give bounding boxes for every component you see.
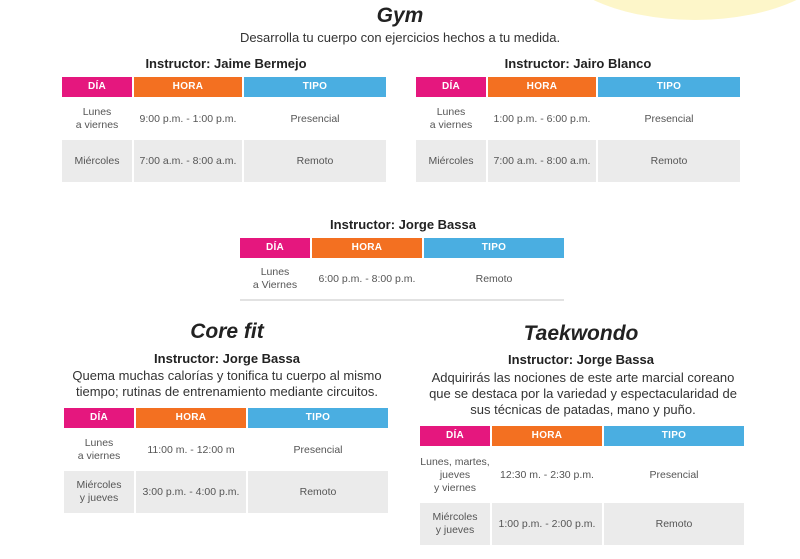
- table-row: Miércoles 7:00 a.m. - 8:00 a.m. Remoto: [416, 140, 740, 182]
- cell-hora: 7:00 a.m. - 8:00 a.m.: [139, 154, 237, 167]
- cell-tipo: Remoto: [296, 154, 334, 167]
- schedule-table-jaime-bermejo: DÍA HORA TIPO Lunes a viernes 9:00 p.m. …: [62, 77, 386, 182]
- header-tipo: TIPO: [244, 77, 386, 97]
- cell-hora: 12:30 m. - 2:30 p.m.: [500, 468, 594, 481]
- corefit-title: Core fit: [190, 320, 264, 343]
- cell-dia: Miércoles y jueves: [432, 511, 478, 536]
- cell-hora: 1:00 p.m. - 2:00 p.m.: [498, 517, 596, 530]
- cell-hora: 3:00 p.m. - 4:00 p.m.: [142, 485, 240, 498]
- cell-dia: Miércoles: [74, 154, 120, 167]
- header-tipo: TIPO: [248, 408, 388, 428]
- table-header: DÍA HORA TIPO: [62, 77, 386, 97]
- cell-tipo: Presencial: [293, 443, 343, 456]
- gym-subtitle: Desarrolla tu cuerpo con ejercicios hech…: [239, 30, 561, 45]
- table-row: Miércoles y jueves 3:00 p.m. - 4:00 p.m.…: [64, 471, 388, 513]
- header-dia: DÍA: [240, 238, 310, 258]
- header-hora: HORA: [136, 408, 246, 428]
- table-row: Lunes, martes, jueves y viernes 12:30 m.…: [420, 447, 744, 503]
- cell-dia: Lunes a viernes: [429, 106, 473, 131]
- header-tipo: TIPO: [604, 426, 744, 446]
- header-hora: HORA: [312, 238, 422, 258]
- cell-hora: 7:00 a.m. - 8:00 a.m.: [493, 154, 591, 167]
- instructor-label: Instructor: Jorge Bassa: [508, 352, 654, 367]
- schedule-table-corefit: DÍA HORA TIPO Lunes a viernes 11:00 m. -…: [64, 408, 388, 513]
- schedule-table-jairo-blanco: DÍA HORA TIPO Lunes a viernes 1:00 p.m. …: [416, 77, 740, 182]
- cell-dia: Lunes, martes, jueves y viernes: [420, 455, 490, 494]
- schedule-table-taekwondo: DÍA HORA TIPO Lunes, martes, jueves y vi…: [420, 426, 744, 545]
- cell-dia: Lunes a viernes: [77, 437, 121, 462]
- header-tipo: TIPO: [424, 238, 564, 258]
- cell-hora: 6:00 p.m. - 8:00 p.m.: [318, 272, 416, 285]
- taekwondo-description: Adquirirás las nociones de este arte mar…: [429, 370, 737, 417]
- header-hora: HORA: [488, 77, 596, 97]
- instructor-label: Instructor: Jairo Blanco: [504, 56, 652, 71]
- table-header: DÍA HORA TIPO: [240, 238, 564, 258]
- cell-hora: 11:00 m. - 12:00 m: [147, 443, 235, 456]
- table-header: DÍA HORA TIPO: [64, 408, 388, 428]
- schedule-table-jorge-bassa: DÍA HORA TIPO Lunes a Viernes 6:00 p.m. …: [240, 238, 564, 301]
- taekwondo-title: Taekwondo: [523, 322, 639, 345]
- corefit-description: Quema muchas calorías y tonifica tu cuer…: [72, 368, 382, 399]
- table-header: DÍA HORA TIPO: [420, 426, 744, 446]
- table-row: Lunes a viernes 9:00 p.m. - 1:00 p.m. Pr…: [62, 98, 386, 140]
- header-tipo: TIPO: [598, 77, 740, 97]
- table-row: Lunes a viernes 11:00 m. - 12:00 m Prese…: [64, 429, 388, 471]
- header-dia: DÍA: [64, 408, 134, 428]
- cell-tipo: Presencial: [644, 112, 694, 125]
- cell-dia: Miércoles y jueves: [76, 479, 122, 504]
- instructor-label: Instructor: Jorge Bassa: [154, 351, 300, 366]
- table-row: Lunes a Viernes 6:00 p.m. - 8:00 p.m. Re…: [240, 259, 564, 301]
- cell-tipo: Presencial: [649, 468, 699, 481]
- header-dia: DÍA: [416, 77, 486, 97]
- cell-tipo: Remoto: [475, 272, 513, 285]
- table-row: Miércoles 7:00 a.m. - 8:00 a.m. Remoto: [62, 140, 386, 182]
- cell-tipo: Remoto: [655, 517, 693, 530]
- cell-dia: Lunes a viernes: [75, 106, 119, 131]
- cell-hora: 9:00 p.m. - 1:00 p.m.: [139, 112, 237, 125]
- cell-tipo: Remoto: [299, 485, 337, 498]
- table-row: Miércoles y jueves 1:00 p.m. - 2:00 p.m.…: [420, 503, 744, 545]
- header-hora: HORA: [492, 426, 602, 446]
- cell-dia: Lunes a Viernes: [252, 266, 298, 291]
- header-dia: DÍA: [420, 426, 490, 446]
- instructor-label: Instructor: Jorge Bassa: [330, 217, 476, 232]
- instructor-label: Instructor: Jaime Bermejo: [145, 56, 307, 71]
- cell-dia: Miércoles: [428, 154, 474, 167]
- table-row: Lunes a viernes 1:00 p.m. - 6:00 p.m. Pr…: [416, 98, 740, 140]
- header-hora: HORA: [134, 77, 242, 97]
- header-dia: DÍA: [62, 77, 132, 97]
- cell-tipo: Presencial: [290, 112, 340, 125]
- table-header: DÍA HORA TIPO: [416, 77, 740, 97]
- cell-hora: 1:00 p.m. - 6:00 p.m.: [493, 112, 591, 125]
- cell-tipo: Remoto: [650, 154, 688, 167]
- gym-title: Gym: [376, 4, 424, 27]
